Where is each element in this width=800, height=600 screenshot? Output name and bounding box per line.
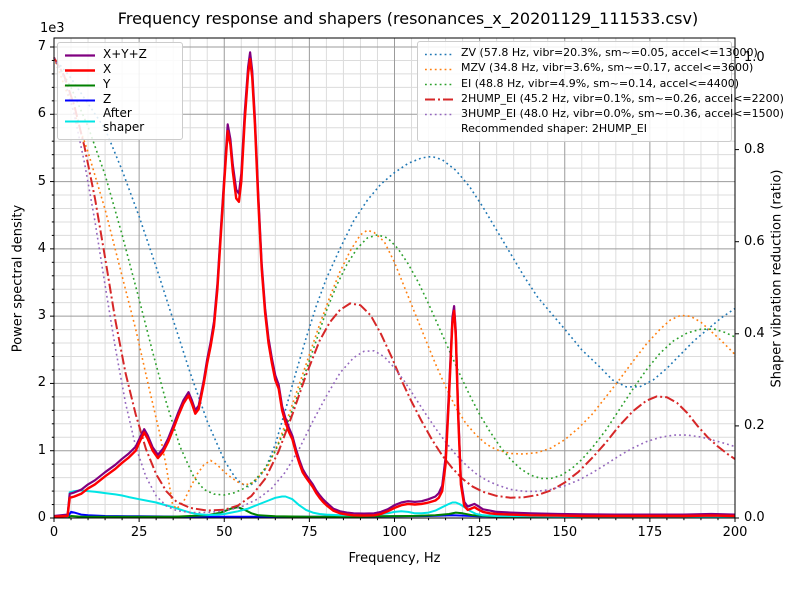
legend-line-sample (425, 83, 454, 86)
legend-entry-shaper-2hump-ei-label: 2HUMP_EI (45.2 Hz, vibr=0.1%, sm~=0.26, … (461, 91, 784, 105)
curve-shaper-ei (53, 57, 736, 496)
y-left-tick-label: 5 (37, 173, 46, 189)
y-right-tick-label: 0.6 (744, 233, 765, 249)
legend-entry-shaper-zv-label: ZV (57.8 Hz, vibr=20.3%, sm~=0.05, accel… (461, 46, 758, 60)
y-left-tick-label: 2 (37, 375, 46, 391)
curve-shaper-3hump-ei (53, 57, 736, 514)
curve-psd-x (53, 57, 736, 518)
y-right-tick-label: 0.4 (744, 325, 765, 341)
legend-line-sample (65, 99, 95, 101)
legend-line-sample (425, 68, 454, 71)
y-left-tick-label: 7 (37, 39, 46, 54)
legend-entry-psd-y-label: Y (103, 76, 111, 91)
x-tick-label: 100 (382, 525, 407, 540)
legend-entry-shaper-ei: EI (48.8 Hz, vibr=4.9%, sm~=0.14, accel<… (424, 76, 739, 91)
x-tick-label: 50 (215, 525, 233, 540)
x-tick-label: 200 (722, 525, 748, 540)
chart-title: Frequency response and shapers (resonanc… (117, 9, 699, 28)
y-left-tick-label: 0 (37, 510, 46, 525)
legend-entry-recommended-shaper-label: Recommended shaper: 2HUMP_EI (461, 122, 647, 136)
legend-entry-psd-x-label: X (103, 61, 112, 76)
legend-entry-recommended-shaper: Recommended shaper: 2HUMP_EI (424, 122, 723, 137)
y-left-tick-label: 4 (37, 240, 46, 256)
legend-entry-shaper-3hump-ei: 3HUMP_EI (48.0 Hz, vibr=0.0%, sm~=0.36, … (424, 107, 784, 122)
legend-line-sample (65, 120, 95, 123)
legend-entry-shaper-3hump-ei-label: 3HUMP_EI (48.0 Hz, vibr=0.0%, sm~=0.36, … (461, 107, 784, 121)
legend-entry-psd-sum-label: X+Y+Z (103, 46, 147, 61)
curve-shaper-mzv (53, 57, 736, 510)
legend-entry-psd-x: X (64, 62, 174, 77)
legend-entry-shaper-mzv-label: MZV (34.8 Hz, vibr=3.6%, sm~=0.17, accel… (461, 61, 754, 75)
y-right-tick-label: 1.0 (744, 49, 765, 65)
legend-entry-psd-after-shaper-label: After shaper (103, 106, 145, 134)
legend-entry-psd-after-shaper: After shaper (64, 106, 174, 135)
legend-entry-psd-z-label: Z (103, 91, 112, 106)
legend-entry-psd-y: Y (64, 77, 174, 92)
y-left-tick-label: 3 (37, 308, 46, 324)
y-axis-offset-multiplier: 1e3 (40, 21, 65, 36)
y-axis-right-label: Shaper vibration reduction (ratio) (769, 169, 785, 388)
x-tick-label: 0 (49, 525, 59, 540)
y-left-tick-label: 6 (37, 106, 46, 122)
legend-entry-psd-sum: X+Y+Z (64, 47, 174, 62)
shaper-legend: ZV (57.8 Hz, vibr=20.3%, sm~=0.05, accel… (417, 41, 784, 143)
y-right-tick-label: 0.0 (744, 510, 765, 525)
curve-shaper-2hump-ei (53, 57, 736, 512)
legend-entry-shaper-ei-label: EI (48.8 Hz, vibr=4.9%, sm~=0.14, accel<… (461, 76, 739, 90)
y-axis-left-label: Power spectral density (10, 204, 26, 353)
curve-psd-after-shaper (53, 489, 735, 519)
y-right-tick-label: 0.8 (744, 141, 765, 157)
legend-entry-shaper-zv: ZV (57.8 Hz, vibr=20.3%, sm~=0.05, accel… (424, 46, 758, 61)
y-right-tick-label: 0.2 (744, 417, 765, 433)
x-tick-label: 150 (552, 525, 578, 540)
x-tick-label: 25 (130, 525, 148, 540)
legend-line-sample (425, 53, 454, 55)
legend-line-sample (65, 84, 95, 86)
psd-legend: X+Y+Z X Y Z After shaper (57, 42, 183, 140)
legend-line-sample (425, 114, 454, 116)
legend-spacer (424, 128, 454, 132)
legend-entry-psd-z: Z (64, 92, 174, 107)
y-left-tick-label: 1 (37, 442, 46, 458)
x-tick-label: 125 (467, 525, 493, 540)
legend-line-sample (65, 68, 95, 72)
legend-entry-shaper-mzv: MZV (34.8 Hz, vibr=3.6%, sm~=0.17, accel… (424, 61, 753, 76)
x-tick-label: 175 (637, 525, 663, 540)
legend-entry-shaper-2hump-ei: 2HUMP_EI (45.2 Hz, vibr=0.1%, sm~=0.26, … (424, 92, 784, 107)
x-axis-label: Frequency, Hz (348, 551, 441, 566)
x-tick-label: 75 (301, 525, 318, 540)
legend-line-sample (425, 98, 454, 101)
legend-line-sample (65, 53, 95, 57)
